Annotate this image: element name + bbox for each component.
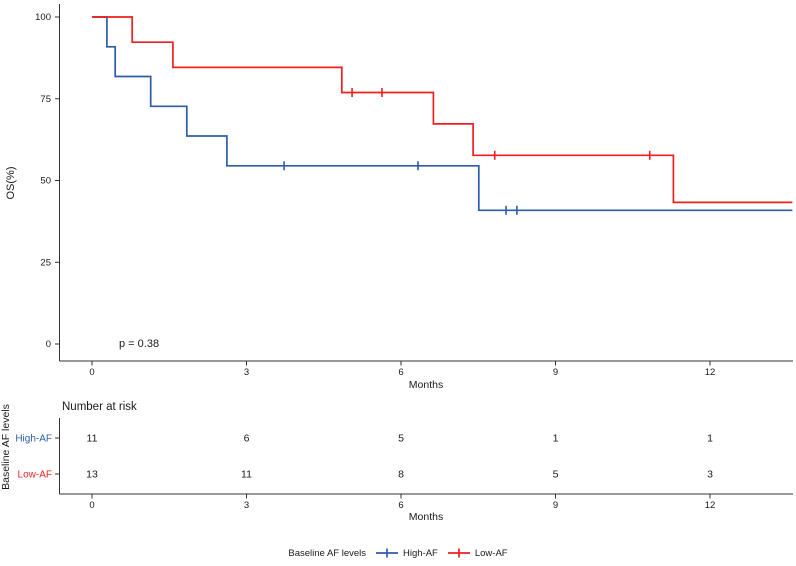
x-tick-label: 3 — [244, 367, 249, 378]
legend-marker-icon — [376, 548, 399, 558]
risk-count: 6 — [244, 433, 250, 445]
km-curve-high-af — [92, 16, 793, 212]
y-tick-label: 50 — [40, 176, 51, 187]
risk-x-tick-label: 0 — [89, 500, 94, 511]
risk-count: 11 — [241, 469, 252, 481]
y-tick-label: 0 — [46, 339, 51, 350]
risk-count: 3 — [707, 469, 713, 481]
legend-title: Baseline AF levels — [288, 547, 367, 559]
risk-row-label-high-af: High-AF — [15, 434, 52, 445]
risk-table-title: Number at risk — [62, 401, 137, 413]
risk-count: 8 — [398, 469, 404, 481]
legend-marker-icon — [447, 548, 470, 558]
km-curve-low-af — [92, 16, 793, 204]
risk-count: 13 — [86, 469, 98, 481]
risk-count: 1 — [707, 433, 713, 445]
risk-y-axis-title: Baseline AF levels — [0, 404, 12, 490]
risk-x-tick-label: 9 — [553, 500, 558, 511]
risk-row-label-low-af: Low-AF — [18, 470, 52, 481]
x-axis-title: Months — [409, 379, 443, 391]
x-tick-label: 9 — [553, 367, 558, 378]
y-tick-label: 100 — [35, 12, 51, 23]
risk-count: 1 — [553, 433, 559, 445]
risk-x-tick-label: 12 — [705, 500, 716, 511]
risk-x-axis-title: Months — [409, 511, 443, 523]
risk-count: 11 — [87, 433, 98, 445]
x-tick-label: 6 — [398, 367, 403, 378]
y-axis-title: OS(%) — [5, 167, 17, 200]
x-tick-label: 12 — [705, 367, 716, 378]
risk-x-tick-label: 3 — [244, 500, 249, 511]
survival-plot: 0 25 50 75 100 0 3 6 9 12 Months OS(%) p = 0.38 — [5, 4, 793, 391]
legend: Baseline AF levels High-AF Low-AF — [0, 546, 796, 560]
legend-item-high-af: High-AF — [375, 546, 438, 560]
risk-count: 5 — [398, 433, 404, 445]
legend-label: Low-AF — [474, 547, 508, 559]
x-tick-label: 0 — [89, 367, 94, 378]
risk-count: 5 — [553, 469, 559, 481]
legend-item-low-af: Low-AF — [447, 546, 508, 560]
risk-x-tick-label: 6 — [398, 500, 403, 511]
y-tick-label: 25 — [40, 257, 51, 268]
legend-label: High-AF — [403, 547, 438, 559]
y-tick-label: 75 — [40, 94, 51, 105]
p-value-label: p = 0.38 — [119, 338, 159, 350]
